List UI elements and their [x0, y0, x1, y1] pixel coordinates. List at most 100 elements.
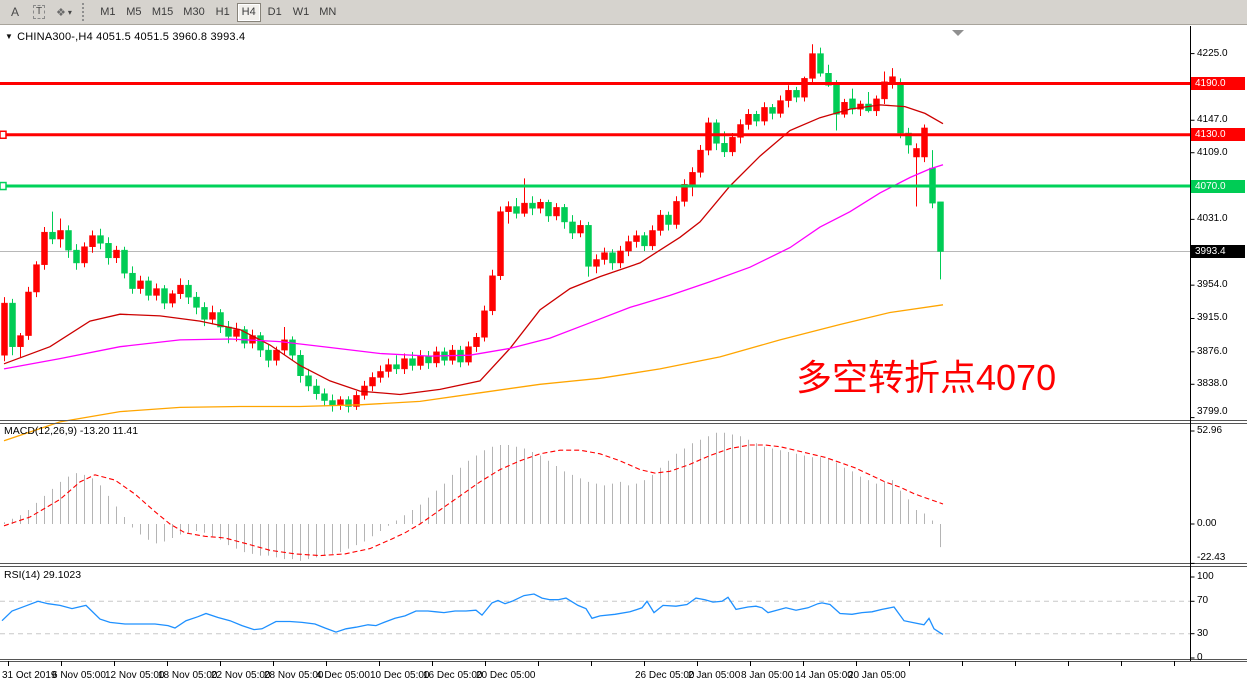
timeframe-h1-button[interactable]: H1: [211, 3, 235, 22]
rsi-line: [1, 593, 944, 635]
timeframe-d1-button[interactable]: D1: [263, 3, 287, 22]
date-axis-label: 22 Nov 05:00: [211, 670, 271, 681]
macd-label: MACD(12,26,9) -13.20 11.41: [4, 425, 139, 437]
candle-body: [305, 375, 312, 387]
candle-body: [9, 302, 16, 347]
candle-body: [601, 252, 608, 260]
candle-body: [473, 337, 480, 347]
hline-endpoint-marker[interactable]: [0, 130, 7, 140]
timeframe-m15-button[interactable]: M15: [148, 3, 177, 22]
candle-body: [649, 230, 656, 247]
candle-body: [17, 335, 24, 347]
timeframe-mn-button[interactable]: MN: [315, 3, 340, 22]
chevron-down-icon: ▾: [67, 7, 72, 17]
chart-canvas[interactable]: [0, 26, 1247, 694]
candle-body: [201, 307, 208, 320]
chart-style-button[interactable]: ❖ ▾: [52, 2, 76, 22]
candle-body: [633, 235, 640, 242]
macd-signal-line: [3, 444, 944, 557]
rsi-axis-label: 100: [1197, 571, 1214, 582]
price-tick-label: 3954.0: [1197, 279, 1228, 291]
candle-body: [745, 114, 752, 125]
candle-body: [185, 284, 192, 298]
candle-body: [665, 214, 672, 225]
timeframe-m5-button[interactable]: M5: [122, 3, 146, 22]
macd-axis-label: -22.43: [1197, 552, 1226, 563]
candle-body: [609, 252, 616, 264]
candle-body: [89, 235, 96, 247]
candle-body: [713, 122, 720, 144]
candle-body: [809, 53, 816, 79]
candle-body: [697, 149, 704, 173]
date-axis-label: 8 Jan 05:00: [741, 670, 794, 681]
candle-body: [209, 312, 216, 320]
annotate-letter-button[interactable]: A: [4, 2, 26, 22]
letter-a-icon: A: [10, 5, 19, 19]
candle-body: [401, 358, 408, 370]
candle-body: [513, 206, 520, 214]
candle-body: [1, 302, 8, 356]
timeframe-m1-button[interactable]: M1: [96, 3, 120, 22]
candle-body: [313, 385, 320, 394]
symbol-dropdown-icon[interactable]: ▼: [5, 32, 14, 41]
candle-body: [689, 172, 696, 185]
price-tick-label: 3915.0: [1197, 312, 1228, 324]
toolbar-grip: [81, 3, 88, 21]
date-axis-label: 10 Dec 05:00: [370, 670, 430, 681]
date-axis-label: 6 Nov 05:00: [52, 670, 106, 681]
candle-body: [489, 275, 496, 312]
candle-body: [73, 249, 80, 264]
chart-shift-marker-icon[interactable]: [952, 30, 964, 36]
candle-body: [425, 355, 432, 364]
candle-body: [881, 81, 888, 100]
candle-body: [169, 293, 176, 304]
candle-body: [33, 264, 40, 293]
candle-body: [321, 393, 328, 401]
candle-body: [81, 246, 88, 264]
candle-body: [161, 288, 168, 304]
candle-body: [241, 329, 248, 344]
candle-body: [265, 349, 272, 361]
candle-body: [625, 241, 632, 252]
candle-body: [841, 102, 848, 115]
text-tool-icon: T: [32, 5, 46, 19]
date-axis-label: 20 Jan 05:00: [848, 670, 906, 681]
candle-body: [905, 132, 912, 146]
date-axis-label: 18 Nov 05:00: [158, 670, 218, 681]
candle-body: [393, 364, 400, 370]
candle-body: [537, 202, 544, 209]
candle-body: [497, 211, 504, 277]
timeframe-h4-button[interactable]: H4: [236, 2, 261, 22]
price-badge-3993.4: 3993.4: [1191, 244, 1245, 258]
candle-body: [409, 358, 416, 366]
candle-body: [113, 249, 120, 259]
candle-body: [553, 207, 560, 217]
rsi-label: RSI(14) 29.1023: [4, 569, 82, 581]
candle-body: [129, 272, 136, 289]
chart-title: ▼ CHINA300-,H4 4051.5 4051.5 3960.8 3993.…: [5, 31, 245, 43]
candle-body: [737, 124, 744, 138]
candle-body: [769, 107, 776, 114]
candle-body: [793, 90, 800, 98]
price-tick-label: 4031.0: [1197, 213, 1228, 225]
text-label-button[interactable]: T: [28, 2, 50, 22]
date-axis-label: 14 Jan 05:00: [795, 670, 853, 681]
rsi-axis-label: 30: [1197, 627, 1209, 639]
chart-annotation-text: 多空转折点4070: [796, 357, 1057, 398]
candle-body: [257, 335, 264, 351]
candle-body: [145, 280, 152, 296]
timeframe-m30-button[interactable]: M30: [179, 3, 208, 22]
candle-body: [105, 243, 112, 259]
toolbar: A T ❖ ▾ M1 M5 M15 M30 H1 H4 D1 W1 MN: [0, 0, 1247, 25]
candle-body: [569, 221, 576, 234]
candle-body: [289, 339, 296, 356]
ma-orange-line: [3, 304, 944, 442]
candle-body: [193, 296, 200, 308]
candle-body: [481, 310, 488, 338]
date-axis-label: 31 Oct 2019: [2, 670, 57, 681]
hline-endpoint-marker[interactable]: [0, 181, 7, 191]
candle-body: [217, 312, 224, 328]
candle-body: [705, 122, 712, 151]
timeframe-w1-button[interactable]: W1: [289, 3, 314, 22]
candle-body: [177, 284, 184, 294]
